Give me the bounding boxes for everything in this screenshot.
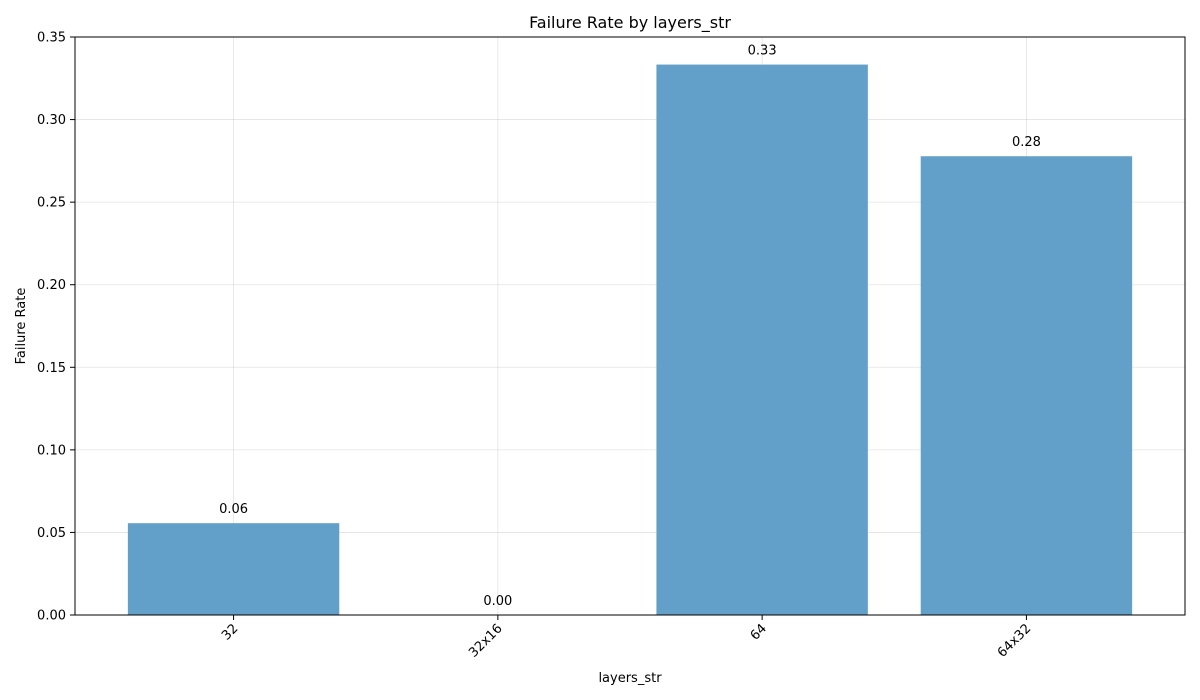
x-tick-label: 32 bbox=[219, 621, 241, 643]
y-tick-label: 0.25 bbox=[37, 196, 66, 211]
data-labels: 0.06 0.00 0.33 0.28 bbox=[219, 44, 1041, 609]
y-tick-label: 0.20 bbox=[37, 278, 66, 293]
y-tick-label: 0.35 bbox=[37, 31, 66, 46]
x-tick-label: 32x16 bbox=[466, 621, 505, 660]
y-axis-label: Failure Rate bbox=[14, 288, 29, 365]
bar-value-label: 0.33 bbox=[748, 44, 777, 59]
x-axis-ticks: 32 32x16 64 64x32 bbox=[219, 615, 1034, 661]
y-tick-label: 0.10 bbox=[37, 443, 66, 458]
y-tick-label: 0.05 bbox=[37, 526, 66, 541]
bar-value-label: 0.00 bbox=[483, 594, 512, 609]
bar bbox=[656, 64, 868, 615]
x-tick-label: 64x32 bbox=[995, 621, 1034, 660]
bar-value-label: 0.06 bbox=[219, 502, 248, 517]
bar bbox=[127, 523, 340, 615]
bar-value-label: 0.28 bbox=[1012, 135, 1041, 150]
y-axis-ticks: 0.00 0.05 0.10 0.15 0.20 0.25 0.30 0.35 bbox=[37, 31, 75, 624]
bar bbox=[920, 156, 1133, 615]
chart-title: Failure Rate by layers_str bbox=[529, 13, 731, 33]
y-tick-label: 0.15 bbox=[37, 361, 66, 376]
x-axis-label: layers_str bbox=[598, 671, 662, 686]
plot-frame bbox=[74, 36, 1186, 616]
y-tick-label: 0.00 bbox=[37, 609, 66, 624]
x-tick-label: 64 bbox=[748, 621, 770, 643]
bars bbox=[127, 64, 1133, 615]
y-tick-label: 0.30 bbox=[37, 113, 66, 128]
